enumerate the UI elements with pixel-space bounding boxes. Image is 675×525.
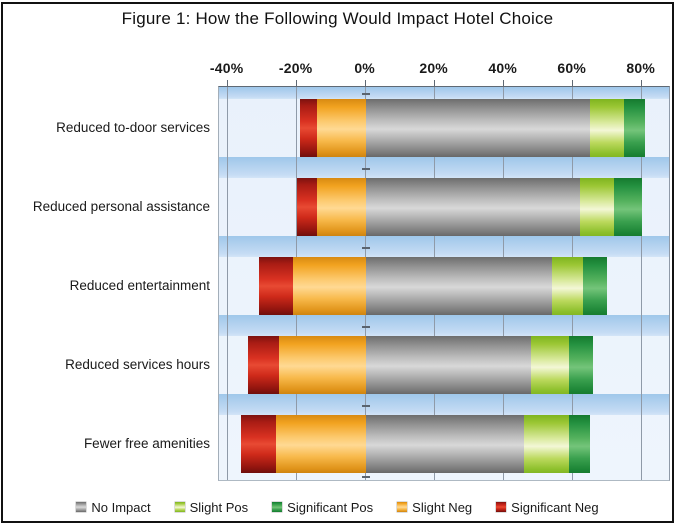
bar-segment-slight_pos [579,178,615,236]
x-axis-tick-mark [433,80,435,87]
bar-segment-no_impact [365,178,580,236]
no-impact-swatch-icon [76,502,87,512]
bar-segment-significant_pos [582,257,608,315]
bar-row [241,415,590,473]
zero-axis-tick [361,325,370,328]
legend-item: No Impact [76,499,151,515]
x-axis-tick-label: 20% [419,60,448,76]
bar-segment-no_impact [365,415,525,473]
x-axis-tick-mark [295,80,297,87]
bar-segment-no_impact [365,257,552,315]
zero-axis-tick [361,404,370,407]
category-label: Fewer free amenities [83,435,210,451]
category-label: Reduced personal assistance [32,198,210,214]
bar-segment-slight_neg [293,257,366,315]
plot-background-band [219,157,669,178]
zero-axis-tick [361,246,370,249]
plot-background-band [219,315,669,336]
bar-segment-slight_neg [317,178,366,236]
zero-axis-tick [361,167,370,170]
zero-axis-tick [361,476,370,478]
bar-segment-slight_pos [531,336,570,394]
bar-segment-significant_neg [300,99,318,157]
significant-neg-swatch-icon [496,502,507,512]
bar-segment-slight_neg [279,336,366,394]
x-axis-tick-label: -40% [209,60,244,76]
legend-item: Significant Pos [272,500,373,515]
x-axis-tick-label: 40% [488,60,517,76]
bar-segment-significant_pos [624,99,646,157]
legend-label: Significant Pos [287,499,374,515]
x-axis-tick-mark [502,80,504,87]
bar-segment-slight_pos [524,415,570,473]
bar-segment-significant_neg [258,257,294,315]
legend-item: Slight Pos [174,499,249,515]
x-axis-tick-label: 60% [557,60,586,76]
bar-segment-significant_pos [569,415,590,473]
significant-pos-swatch-icon [272,502,283,512]
bar-segment-no_impact [365,99,590,157]
bar-segment-slight_neg [275,415,366,473]
slight-pos-swatch-icon [174,502,185,512]
bar-segment-no_impact [365,336,532,394]
bar-segment-slight_pos [589,99,625,157]
x-axis-tick-label: 0% [354,60,375,76]
bar-segment-significant_pos [569,336,594,394]
bar-row [248,336,594,394]
plot-background-band [219,394,669,415]
slight-neg-swatch-icon [397,502,408,512]
gridline [227,87,229,480]
legend-label: Slight Pos [189,499,249,515]
x-axis-tick-mark [364,80,366,87]
bar-row [258,257,608,315]
legend: No Impact Slight Pos Significant Pos Slight… [0,495,675,519]
x-axis-tick-mark [571,80,573,87]
category-label: Reduced entertainment [69,277,210,293]
bar-segment-significant_neg [248,336,280,394]
x-axis-tick-label: -20% [278,60,313,76]
x-axis-tick-mark [226,80,228,87]
legend-label: No Impact [91,499,151,515]
category-label: Reduced to-door services [56,119,210,135]
legend-item: Slight Neg [397,500,472,515]
legend-label: Significant Neg [511,499,599,515]
category-label: Reduced services hours [65,356,210,372]
bar-segment-significant_neg [241,415,276,473]
bar-segment-significant_neg [296,178,318,236]
legend-item: Significant Neg [496,499,599,515]
x-axis-tick-mark [640,80,642,87]
x-axis-tick-label: 80% [626,60,655,76]
bar-segment-slight_neg [317,99,366,157]
bar-segment-significant_pos [614,178,642,236]
plot-background-band [219,236,669,257]
plot-background-band [219,87,669,99]
bar-row [300,99,646,157]
bar-row [296,178,642,236]
gridline [641,87,643,480]
zero-axis-tick [361,93,370,95]
legend-label: Slight Neg [412,499,473,515]
plot-area [218,86,670,481]
chart-title: Figure 1: How the Following Would Impact… [121,9,554,28]
bar-segment-slight_pos [551,257,583,315]
